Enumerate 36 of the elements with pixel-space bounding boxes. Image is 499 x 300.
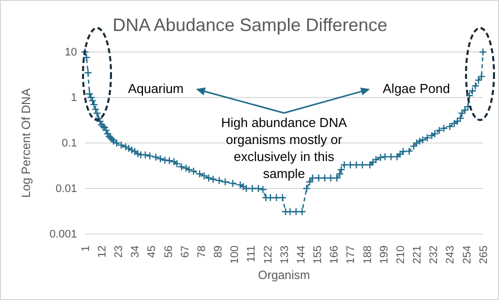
x-tick-label: 78 <box>196 246 208 258</box>
x-tick-label: 100 <box>229 246 242 264</box>
x-axis-title: Organism <box>258 268 310 282</box>
x-tick-label: 133 <box>278 246 291 264</box>
x-tick-label: 254 <box>461 246 474 264</box>
x-tick-label: 23 <box>113 246 126 258</box>
y-tick-label: 0.001 <box>49 228 77 241</box>
y-tick-label: 0.01 <box>56 183 77 196</box>
x-tick-label: 199 <box>378 246 390 264</box>
x-tick-label: 111 <box>246 246 258 262</box>
annotation: High abundance DNA organisms mostly or exclusively in this sample <box>221 115 348 181</box>
x-tick-label: 221 <box>412 246 424 264</box>
x-tick-label: 144 <box>295 246 308 264</box>
y-axis-title: Log Percent Of DNA <box>19 88 33 198</box>
x-tick-label: 34 <box>130 246 142 258</box>
x-tick-label: 56 <box>162 246 175 258</box>
x-tick-label: 45 <box>146 246 158 258</box>
x-tick-label: 155 <box>312 246 324 264</box>
x-tick-label: 67 <box>179 246 192 258</box>
x-tick-label: 265 <box>478 246 490 264</box>
y-tick-label: 1 <box>70 92 77 104</box>
annotation: Algae Pond <box>382 81 450 96</box>
x-tick-label: 166 <box>328 246 341 264</box>
y-tick-label: 10 <box>64 46 77 59</box>
annotation: Aquarium <box>128 81 184 96</box>
x-tick-label: 188 <box>362 246 374 264</box>
x-tick-label: 210 <box>394 246 407 264</box>
x-tick-label: 1 <box>80 246 92 252</box>
x-tick-label: 177 <box>345 246 358 264</box>
chart-title: DNA Abudance Sample Difference <box>112 15 388 35</box>
x-tick-label: 232 <box>428 246 440 264</box>
x-tick-label: 122 <box>262 246 274 264</box>
x-tick-label: 89 <box>212 246 225 258</box>
y-tick-label: 0.1 <box>62 138 77 150</box>
x-tick-label: 243 <box>444 246 457 264</box>
x-tick-label: 12 <box>96 246 108 258</box>
